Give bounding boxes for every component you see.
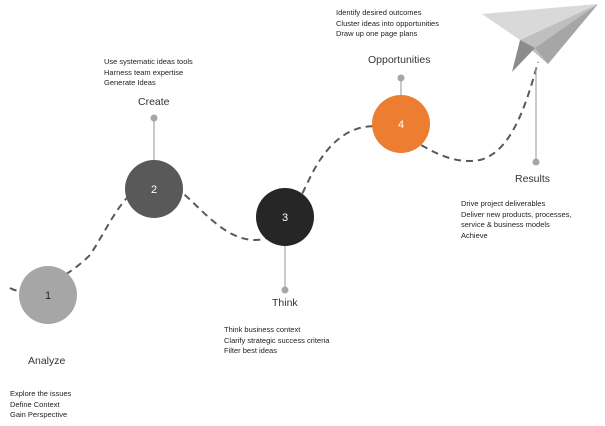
note-line: Achieve	[461, 230, 488, 240]
note-line: Draw up one page plans	[336, 29, 418, 38]
step-title-analyze: Analyze	[28, 355, 66, 367]
connector-dot-think	[281, 286, 289, 294]
note-line: Filter best ideas	[224, 346, 277, 355]
note-line: service & business models	[461, 220, 550, 229]
step-circle-3: 3	[256, 188, 314, 246]
note-line: Generate Ideas	[104, 78, 156, 87]
dashed-path	[9, 61, 539, 293]
connector-dot-results	[532, 158, 540, 166]
connector-dot-opportunities	[397, 74, 405, 82]
step-title-think: Think	[272, 297, 298, 309]
step-title-create: Create	[138, 96, 170, 108]
svg-text:1: 1	[45, 290, 51, 302]
results-notes: Drive project deliverables Deliver new p…	[461, 199, 571, 241]
step-circle-1: 1	[19, 266, 77, 324]
paper-plane-icon	[482, 4, 598, 72]
connector-dot-create	[150, 114, 158, 122]
step-notes-analyze: Explore the issues Define Context Gain P…	[10, 389, 71, 421]
note-line: Deliver new products, processes,	[461, 209, 572, 219]
note-line: Harness team expertise	[104, 67, 184, 77]
svg-text:2: 2	[151, 184, 157, 196]
step-circle-2: 2	[125, 160, 183, 218]
note-line: Use systematic ideas tools	[104, 57, 193, 66]
step-notes-think: Think business context Clarify strategic…	[224, 325, 329, 357]
note-line: Clarify strategic success criteria	[224, 335, 330, 345]
step-title-opportunities: Opportunities	[368, 54, 431, 66]
step-circle-4: 4	[372, 95, 430, 153]
note-line: Gain Perspective	[10, 410, 68, 419]
note-line: Think business context	[224, 325, 301, 334]
svg-text:3: 3	[282, 212, 288, 224]
note-line: Define Context	[10, 399, 60, 409]
note-line: Drive project deliverables	[461, 199, 546, 208]
svg-text:4: 4	[398, 119, 404, 131]
note-line: Explore the issues	[10, 389, 72, 398]
results-title: Results	[515, 173, 551, 185]
step-notes-create: Use systematic ideas tools Harness team …	[104, 57, 193, 89]
step-notes-opportunities: Identify desired outcomes Cluster ideas …	[336, 8, 439, 40]
note-line: Cluster ideas into opportunities	[336, 18, 439, 28]
note-line: Identify desired outcomes	[336, 8, 422, 17]
